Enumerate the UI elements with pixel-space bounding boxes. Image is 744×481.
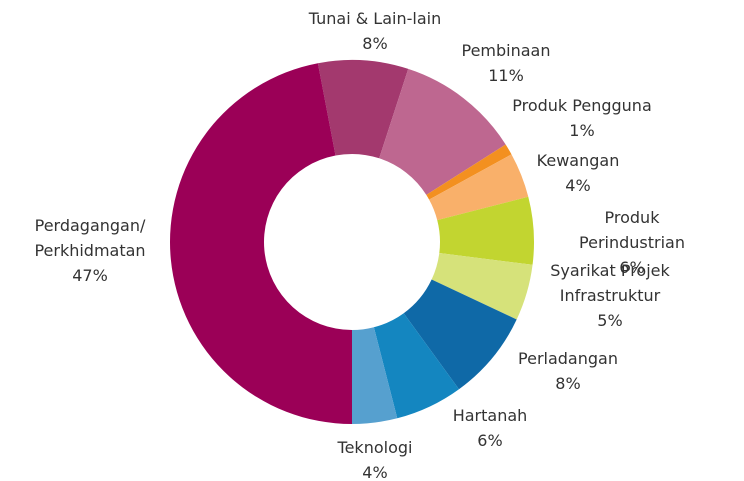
slice-value: 8% (555, 374, 581, 393)
slice-label: Kewangan 4% (537, 148, 620, 198)
slice-label: Perdagangan/ Perkhidmatan 47% (34, 213, 145, 288)
donut-slice (429, 154, 529, 221)
slice-name: Tunai & Lain-lain (308, 9, 442, 28)
slice-value: 47% (72, 266, 108, 285)
donut-slice (379, 68, 506, 195)
slice-name: Produk Perindustrian (579, 208, 685, 252)
slice-name: Perladangan (518, 349, 618, 368)
slice-value: 5% (597, 311, 623, 330)
slice-label: Tunai & Lain-lain 8% (309, 6, 441, 56)
slice-value: 1% (569, 121, 595, 140)
slice-value: 4% (362, 463, 388, 481)
donut-slice (373, 313, 459, 419)
slice-name: Perdagangan/ Perkhidmatan (34, 216, 146, 260)
donut-slice (169, 63, 352, 424)
slice-name: Syarikat Projek Infrastruktur (550, 261, 670, 305)
slice-label: Syarikat Projek Infrastruktur 5% (550, 258, 670, 333)
donut-slice (403, 279, 517, 390)
slice-label: Produk Pengguna 1% (512, 93, 652, 143)
slice-value: 4% (565, 176, 591, 195)
slice-name: Kewangan (536, 151, 620, 170)
slice-name: Teknologi (337, 438, 413, 457)
slice-value: 6% (619, 258, 645, 277)
donut-slice (352, 327, 398, 424)
slice-label: Teknologi 4% (338, 435, 413, 481)
donut-slice (431, 253, 533, 320)
slice-name: Produk Pengguna (512, 96, 652, 115)
slice-label: Hartanah 6% (453, 403, 528, 453)
slice-value: 8% (362, 34, 388, 53)
slice-label: Pembinaan 11% (462, 38, 551, 88)
slice-name: Hartanah (452, 406, 528, 425)
slice-name: Pembinaan (461, 41, 551, 60)
donut-slice (426, 144, 512, 200)
slice-label: Produk Perindustrian 6% (576, 205, 688, 280)
slice-value: 11% (488, 66, 524, 85)
slice-label: Perladangan 8% (518, 346, 618, 396)
donut-slice (437, 196, 534, 265)
slice-value: 6% (477, 431, 503, 450)
donut-slice (317, 60, 409, 159)
